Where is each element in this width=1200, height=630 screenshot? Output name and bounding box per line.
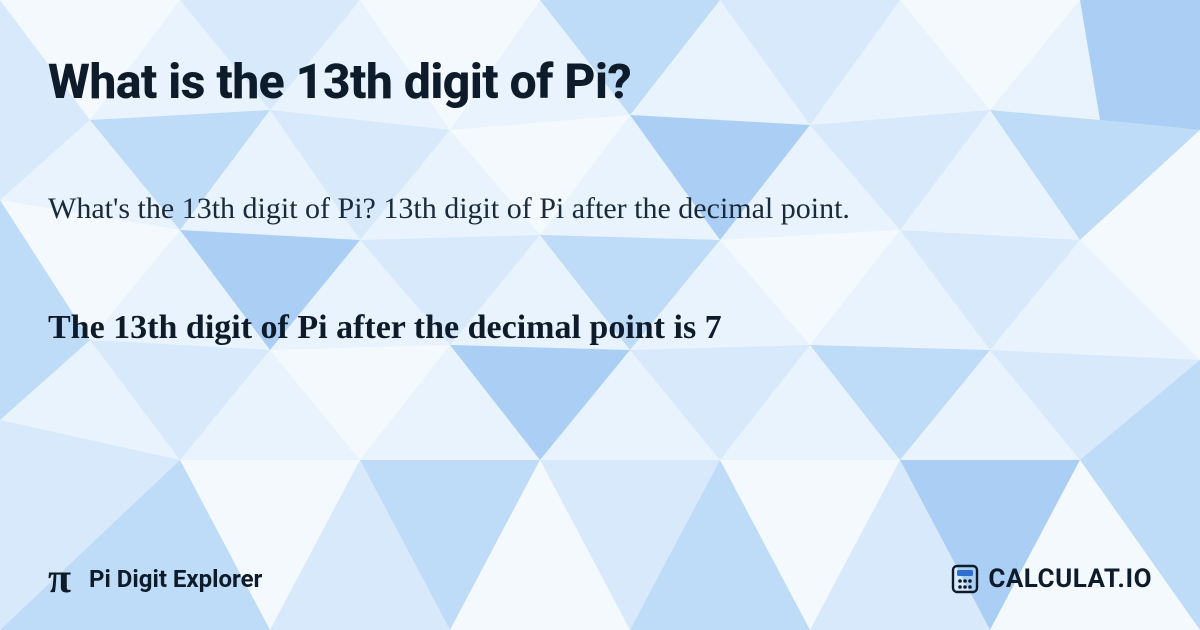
page-title: What is the 13th digit of Pi?	[48, 56, 1152, 109]
brand: CALCULAT.IO	[950, 564, 1152, 594]
question-subtitle: What's the 13th digit of Pi? 13th digit …	[48, 187, 1128, 231]
answer-text: The 13th digit of Pi after the decimal p…	[48, 304, 1128, 352]
content-area: What is the 13th digit of Pi? What's the…	[0, 0, 1200, 630]
pi-icon: π	[48, 558, 71, 600]
brand-text: CALCULAT.IO	[988, 564, 1152, 594]
footer-left: π Pi Digit Explorer	[48, 558, 262, 600]
calculator-icon	[950, 564, 980, 594]
site-name: Pi Digit Explorer	[89, 565, 262, 593]
footer: π Pi Digit Explorer CALCULAT.IO	[0, 546, 1200, 630]
